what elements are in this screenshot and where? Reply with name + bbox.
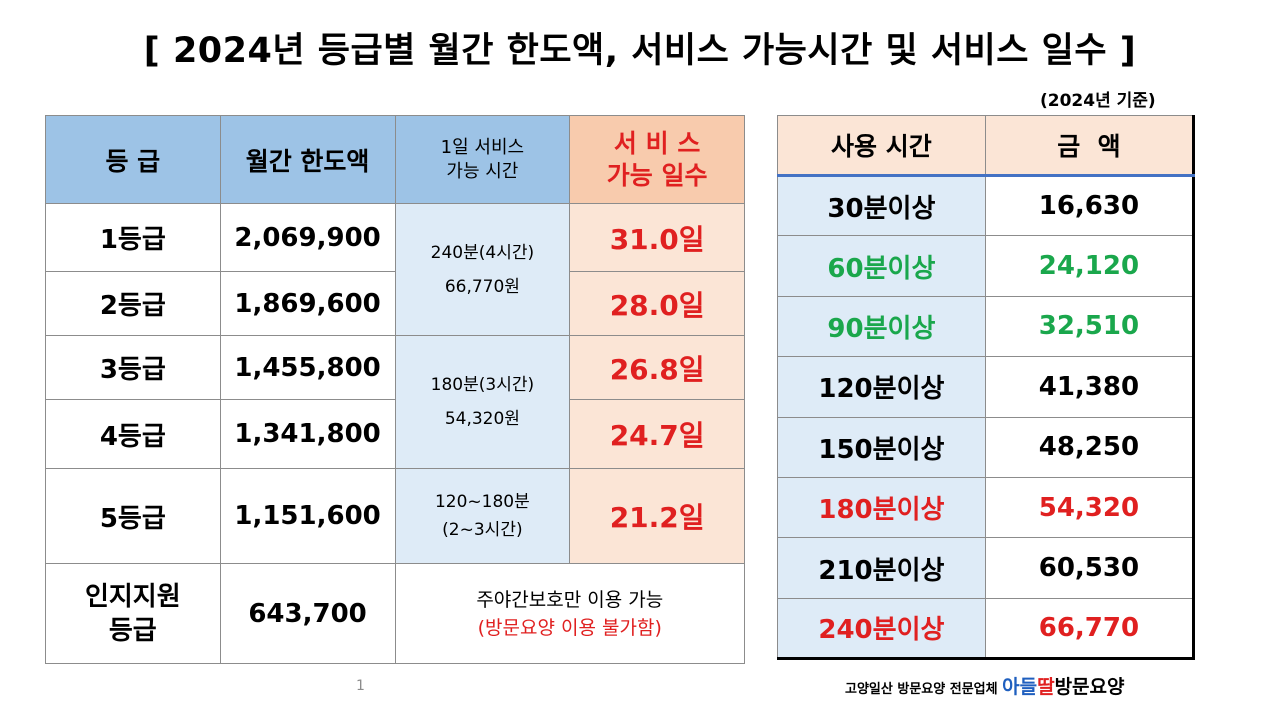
footer-brand: 고양일산 방문요양 전문업체 아들딸방문요양 xyxy=(845,672,1124,699)
table-row: 210분이상 60,530 xyxy=(777,537,1196,599)
service-time-cell: 240분(4시간) 66,770원 xyxy=(394,203,571,336)
table-row: 인지지원 등급 643,700 주야간보호만 이용 가능 (방문요양 이용 불가… xyxy=(45,563,746,664)
header-daily-service-line1: 1일 서비스 xyxy=(440,136,525,158)
cognitive-grade-line2: 등급 xyxy=(108,615,157,646)
days-cell: 24.7일 xyxy=(569,399,745,469)
header-grade: 등 급 xyxy=(45,115,221,204)
usage-time-cell: 60분이상 xyxy=(777,235,986,297)
usage-time-cell: 180분이상 xyxy=(777,476,986,539)
days-cell: 21.2일 xyxy=(569,468,745,564)
grade-table-header-row: 등 급 월간 한도액 1일 서비스 가능 시간 서 비 스 가능 일수 xyxy=(45,115,745,204)
grade-cell: 1등급 xyxy=(45,203,221,272)
grade-cell: 인지지원 등급 xyxy=(45,563,221,664)
usage-time-cell: 240분이상 xyxy=(777,597,986,661)
amount-cell: 24,120 xyxy=(984,235,1196,297)
basis-year-label: (2024년 기준) xyxy=(1040,91,1156,111)
amount-cell: 60,530 xyxy=(984,537,1196,599)
cognitive-note-cell: 주야간보호만 이용 가능 (방문요양 이용 불가함) xyxy=(394,563,746,664)
days-cell: 26.8일 xyxy=(569,335,745,400)
header-daily-service-line2: 가능 시간 xyxy=(446,160,519,182)
amount-cell: 48,250 xyxy=(984,416,1196,478)
usage-fee-table: 사용 시간 금 액 30분이상 16,630 60분이상 24,120 90분이상 32,… xyxy=(777,115,1196,661)
header-service-days-line2: 가능 일수 xyxy=(606,160,708,190)
header-amount: 금 액 xyxy=(984,115,1196,177)
usage-time-cell: 210분이상 xyxy=(777,537,986,599)
cognitive-note-line1: 주야간보호만 이용 가능 xyxy=(476,588,664,611)
header-service-days: 서 비 스 가능 일수 xyxy=(569,115,745,204)
table-row: 240분이상 66,770 xyxy=(777,597,1196,661)
amount-cell: 32,510 xyxy=(984,295,1196,358)
limit-cell: 643,700 xyxy=(219,563,396,664)
cognitive-grade-line1: 인지지원 xyxy=(84,581,181,612)
service-time-line1: 120~180분 xyxy=(434,492,530,512)
table-row: 120분이상 41,380 xyxy=(777,356,1196,418)
amount-cell: 54,320 xyxy=(984,476,1196,539)
grade-cell: 3등급 xyxy=(45,335,221,400)
cognitive-note-line2: (방문요양 이용 불가함) xyxy=(477,616,662,639)
grade-limit-table: 등 급 월간 한도액 1일 서비스 가능 시간 서 비 스 가능 일수 1등급 … xyxy=(45,115,746,664)
fee-table-header-row: 사용 시간 금 액 xyxy=(777,115,1196,177)
table-row: 60분이상 24,120 xyxy=(777,235,1196,297)
page-title: [ 2024년 등급별 월간 한도액, 서비스 가능시간 및 서비스 일수 ] xyxy=(143,31,1137,71)
limit-cell: 1,151,600 xyxy=(219,468,396,564)
brand-name-part1: 아들 xyxy=(1002,676,1038,698)
table-row: 1등급 2,069,900 240분(4시간) 66,770원 31.0일 xyxy=(45,203,745,336)
header-daily-service-time: 1일 서비스 가능 시간 xyxy=(394,115,571,204)
table-row: 4등급 1,341,800 24.7일 xyxy=(45,399,745,469)
table-row: 2등급 1,869,600 28.0일 xyxy=(45,271,745,336)
brand-name-part3: 방문요양 xyxy=(1054,676,1125,698)
usage-time-cell: 120분이상 xyxy=(777,356,986,418)
table-row: 3등급 1,455,800 180분(3시간) 54,320원 26.8일 xyxy=(45,335,745,469)
days-cell: 28.0일 xyxy=(569,271,745,336)
limit-cell: 2,069,900 xyxy=(219,203,396,272)
table-row: 30분이상 16,630 xyxy=(777,174,1196,237)
service-time-line2: 66,770원 xyxy=(444,276,520,297)
header-monthly-limit: 월간 한도액 xyxy=(219,115,396,204)
table-row: 180분이상 54,320 xyxy=(777,476,1196,539)
limit-cell: 1,341,800 xyxy=(219,399,396,469)
grade-cell: 2등급 xyxy=(45,271,221,336)
service-time-cell: 180분(3시간) 54,320원 xyxy=(394,335,571,469)
page-number: 1 xyxy=(356,678,365,694)
amount-cell: 16,630 xyxy=(984,174,1196,237)
table-row: 90분이상 32,510 xyxy=(777,295,1196,358)
service-time-line1: 180분(3시간) xyxy=(430,375,535,395)
table-row: 150분이상 48,250 xyxy=(777,416,1196,478)
service-time-line1: 240분(4시간) xyxy=(430,242,535,263)
brand-name-part2: 딸 xyxy=(1037,676,1055,698)
limit-cell: 1,455,800 xyxy=(219,335,396,400)
table-row: 5등급 1,151,600 120~180분 (2~3시간) 21.2일 xyxy=(45,468,745,564)
amount-cell: 41,380 xyxy=(984,356,1196,418)
usage-time-cell: 90분이상 xyxy=(777,295,986,358)
usage-time-cell: 30분이상 xyxy=(777,174,986,237)
service-time-cell: 120~180분 (2~3시간) xyxy=(394,468,571,564)
service-time-line2: 54,320원 xyxy=(444,409,520,429)
amount-cell: 66,770 xyxy=(984,597,1196,661)
header-usage-time: 사용 시간 xyxy=(777,115,986,177)
limit-cell: 1,869,600 xyxy=(219,271,396,336)
header-service-days-line1: 서 비 스 xyxy=(613,128,701,158)
grade-cell: 4등급 xyxy=(45,399,221,469)
service-time-line2: (2~3시간) xyxy=(442,520,523,540)
grade-cell: 5등급 xyxy=(45,468,221,564)
usage-time-cell: 150분이상 xyxy=(777,416,986,478)
days-cell: 31.0일 xyxy=(569,203,745,272)
footer-prefix: 고양일산 방문요양 전문업체 xyxy=(845,682,1003,697)
